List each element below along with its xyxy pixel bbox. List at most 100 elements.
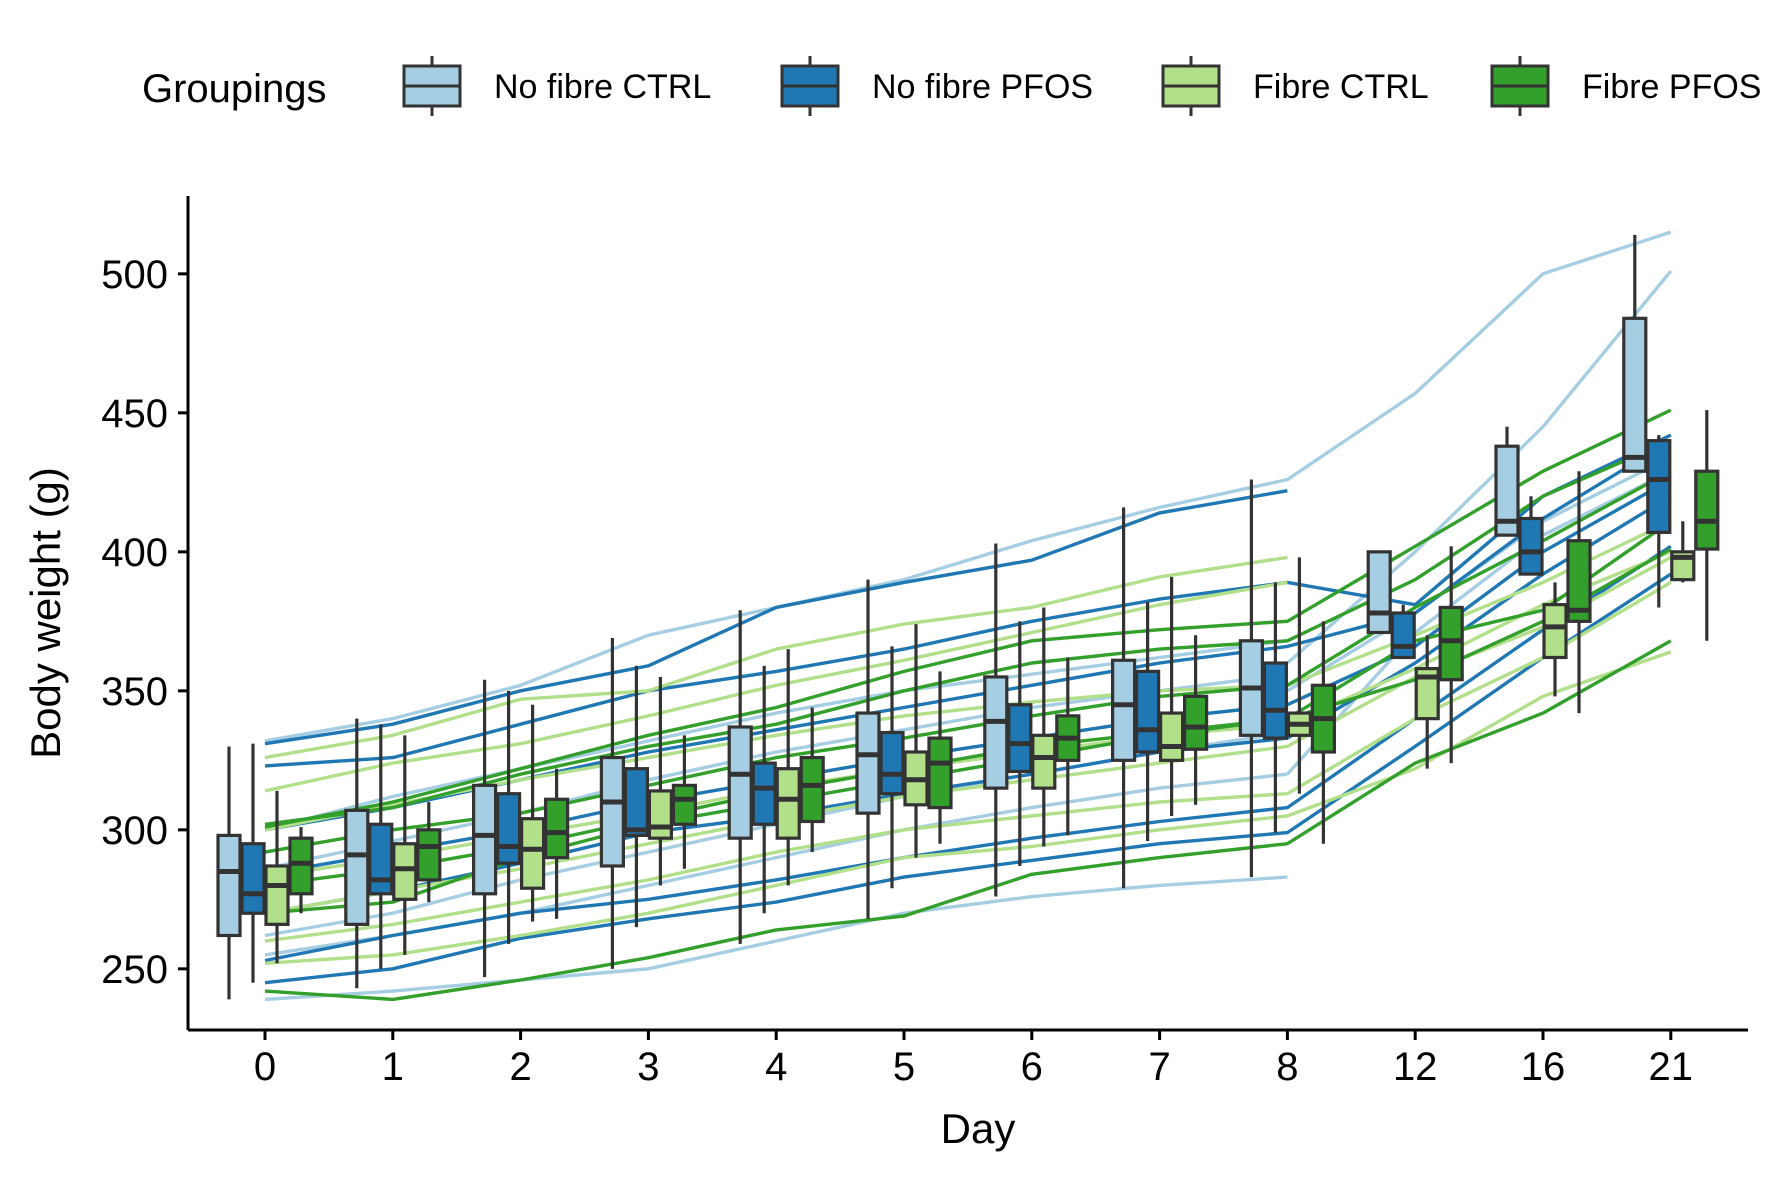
boxplot-day-7-series-3 — [1158, 576, 1185, 816]
boxplot-day-7-series-1 — [1110, 507, 1137, 889]
boxplot-day-6-series-4 — [1055, 657, 1081, 836]
boxplot-day-3-series-1 — [599, 638, 626, 969]
series-line-4-6 — [264, 408, 1672, 829]
box — [647, 789, 674, 840]
box — [751, 761, 777, 826]
y-tick-label-500: 500 — [101, 253, 168, 297]
boxplot-day-12-series-2 — [1390, 604, 1416, 660]
y-tick-label-450: 450 — [101, 392, 168, 436]
boxplot-day-1-series-2 — [368, 724, 394, 969]
individual-lines-layer — [264, 230, 1673, 1002]
box — [216, 833, 242, 938]
y-tick-label-400: 400 — [101, 531, 168, 575]
series-line-3-1 — [264, 650, 1672, 965]
boxplot-day-21-series-2 — [1646, 435, 1672, 608]
series-line-1-6 — [264, 230, 1672, 743]
boxplot-day-8-series-3 — [1286, 557, 1313, 794]
x-tick-label-7: 7 — [1148, 1045, 1170, 1089]
boxplot-day-3-series-4 — [671, 735, 698, 869]
box — [1414, 666, 1440, 721]
y-tick-label-350: 350 — [101, 670, 168, 714]
box — [416, 828, 442, 882]
boxplot-day-6-series-1 — [983, 543, 1009, 897]
boxplot-day-1-series-1 — [344, 718, 370, 989]
box — [496, 792, 522, 865]
legend-key-2 — [780, 56, 840, 116]
x-axis-title: Day — [941, 1105, 1016, 1152]
x-tick-label-2: 2 — [509, 1045, 531, 1089]
box — [344, 808, 370, 926]
box — [1134, 669, 1161, 754]
box — [855, 711, 881, 815]
box — [1110, 658, 1137, 762]
x-tick-label-8: 8 — [1276, 1045, 1298, 1089]
boxplot-day-5-series-2 — [879, 646, 905, 889]
boxplot-day-4-series-1 — [727, 610, 753, 944]
boxplots-layer — [216, 234, 1720, 1000]
boxplot-day-1-series-4 — [416, 802, 442, 903]
boxplot-day-5-series-3 — [903, 624, 929, 858]
box — [1390, 611, 1416, 660]
boxplot-day-12-series-1 — [1366, 550, 1392, 635]
legend-title: Groupings — [142, 67, 327, 111]
series-line-2-7 — [264, 489, 1288, 746]
box — [1182, 694, 1209, 751]
y-axis-title: Body weight (g) — [22, 467, 69, 759]
series-line-4-1 — [264, 639, 1672, 1002]
legend-key-4 — [1490, 56, 1550, 116]
box — [775, 767, 801, 840]
x-tick-label-12: 12 — [1393, 1045, 1438, 1089]
legend-label-1: No fibre CTRL — [494, 68, 711, 106]
box — [1566, 539, 1592, 623]
boxplot-day-4-series-2 — [751, 665, 777, 914]
box — [1031, 733, 1057, 790]
box — [368, 822, 394, 896]
boxplot-day-7-series-4 — [1182, 635, 1209, 805]
series-line-2-3 — [264, 494, 1672, 915]
boxplot-day-16-series-3 — [1542, 582, 1568, 697]
box — [727, 725, 753, 840]
boxplot-day-2-series-2 — [496, 690, 522, 944]
series-line-1-8 — [1286, 270, 1673, 665]
x-tick-label-21: 21 — [1649, 1045, 1694, 1089]
legend-label-3: Fibre CTRL — [1253, 68, 1429, 106]
x-tick-label-6: 6 — [1021, 1045, 1043, 1089]
boxplot-day-2-series-3 — [519, 704, 546, 922]
boxplot-day-5-series-1 — [855, 579, 881, 919]
box — [1007, 703, 1033, 774]
boxplot-day-21-series-4 — [1694, 410, 1720, 641]
boxplot-day-12-series-3 — [1414, 635, 1440, 769]
series-line-1-1 — [264, 875, 1288, 1002]
boxplot-day-3-series-2 — [623, 665, 650, 928]
boxplot-day-16-series-4 — [1566, 471, 1592, 714]
legend-key-3 — [1161, 56, 1221, 116]
boxplot-day-16-series-2 — [1518, 496, 1544, 576]
box — [799, 755, 825, 824]
series-line-3-6 — [264, 580, 1288, 793]
box — [1262, 661, 1289, 740]
box — [1646, 439, 1672, 534]
box — [240, 842, 266, 915]
boxplot-day-6-series-3 — [1031, 607, 1057, 847]
box — [543, 797, 570, 860]
box — [623, 767, 650, 837]
boxplot-day-8-series-2 — [1262, 582, 1289, 833]
x-tick-label-3: 3 — [637, 1045, 659, 1089]
series-line-2-6 — [264, 433, 1672, 768]
box — [519, 817, 546, 890]
box — [288, 836, 314, 896]
boxplot-day-2-series-4 — [543, 768, 570, 919]
boxplot-day-16-series-1 — [1494, 426, 1520, 537]
boxplot-day-4-series-4 — [799, 707, 825, 853]
boxplot-day-0-series-3 — [264, 790, 290, 964]
box — [983, 675, 1009, 790]
legend-label-2: No fibre PFOS — [872, 68, 1093, 106]
box — [1158, 711, 1185, 762]
box — [1494, 444, 1520, 537]
series-line-4-5 — [264, 439, 1672, 826]
boxplot-day-1-series-3 — [392, 735, 418, 955]
box — [927, 736, 953, 810]
boxplot-day-0-series-1 — [216, 746, 242, 1000]
